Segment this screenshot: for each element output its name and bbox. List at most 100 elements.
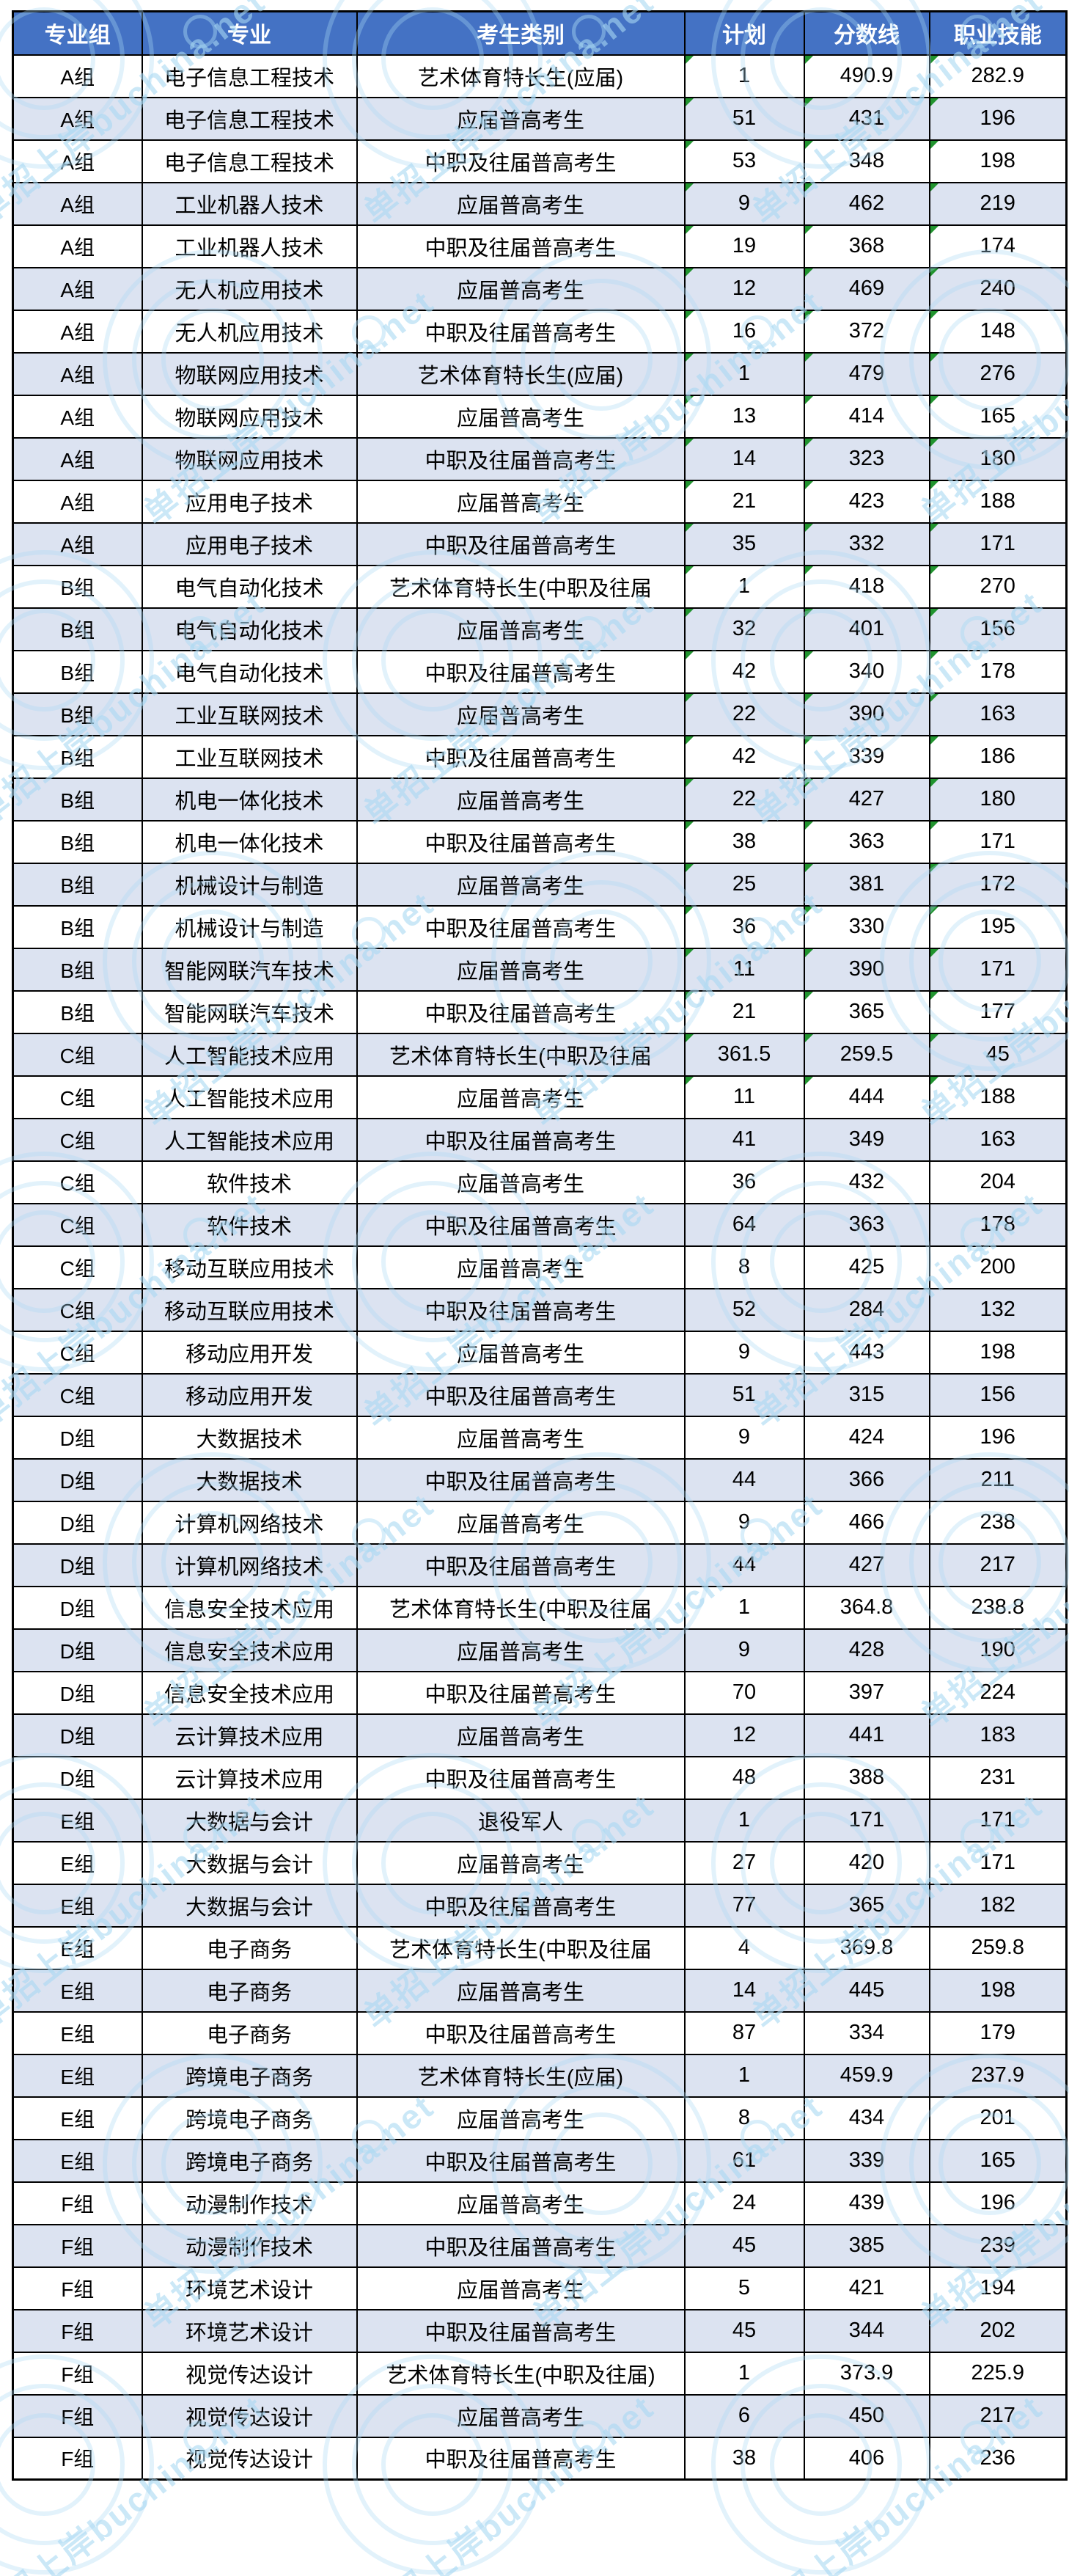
cell-major-group: A组: [12, 479, 143, 524]
cell-candidate-category: 艺术体育特长生(中职及往届: [356, 1032, 686, 1077]
cell-major: 工业机器人技术: [141, 224, 358, 268]
cell-major: 计算机网络技术: [141, 1543, 358, 1587]
cell-major-group: A组: [12, 309, 143, 354]
number-stored-as-text-flag-icon: [686, 354, 694, 362]
cell-score-line: 363: [803, 1202, 930, 1247]
cell-major-group: E组: [12, 2096, 143, 2140]
cell-vocational-skill: 148: [928, 309, 1068, 354]
table-row: E组 跨境电子商务 应届普高考生 8 434 201: [12, 2096, 1068, 2140]
number-stored-as-text-flag-icon: [805, 992, 813, 1000]
cell-candidate-category: 中职及往届普高考生: [356, 734, 686, 779]
cell-candidate-category: 中职及往届普高考生: [356, 1117, 686, 1162]
cell-plan-count: 11: [683, 947, 805, 992]
cell-major: 信息安全技术应用: [141, 1585, 358, 1630]
cell-major-group: D组: [12, 1415, 143, 1460]
cell-major: 移动应用开发: [141, 1330, 358, 1375]
cell-major-group: B组: [12, 649, 143, 694]
cell-candidate-category: 中职及往届普高考生: [356, 1543, 686, 1587]
table-row: E组 跨境电子商务 中职及往届普高考生 61 339 165: [12, 2138, 1068, 2183]
cell-plan-count: 42: [683, 649, 805, 694]
number-stored-as-text-flag-icon: [686, 183, 694, 191]
cell-vocational-skill: 224: [928, 1670, 1068, 1715]
cell-candidate-category: 中职及往届普高考生: [356, 2010, 686, 2055]
cell-candidate-category: 中职及往届普高考生: [356, 1755, 686, 1800]
cell-vocational-skill: 194: [928, 2266, 1068, 2310]
cell-plan-count: 27: [683, 1840, 805, 1885]
cell-vocational-skill: 259.8: [928, 1925, 1068, 1970]
table-row: C组 人工智能技术应用 中职及往届普高考生 41 349 163: [12, 1117, 1068, 1162]
cell-major-group: F组: [12, 2181, 143, 2225]
number-stored-as-text-flag-icon: [686, 1034, 694, 1042]
cell-score-line: 439: [803, 2181, 930, 2225]
cell-score-line: 418: [803, 564, 930, 609]
number-stored-as-text-flag-icon: [930, 907, 938, 915]
cell-candidate-category: 中职及往届普高考生: [356, 1883, 686, 1928]
number-stored-as-text-flag-icon: [686, 56, 694, 64]
cell-score-line: 369.8: [803, 1925, 930, 1970]
cell-score-line: 397: [803, 1670, 930, 1715]
number-stored-as-text-flag-icon: [930, 141, 938, 149]
cell-vocational-skill: 195: [928, 904, 1068, 949]
cell-score-line: 349: [803, 1117, 930, 1162]
number-stored-as-text-flag-icon: [686, 141, 694, 149]
cell-major: 环境艺术设计: [141, 2308, 358, 2353]
cell-plan-count: 1: [683, 1798, 805, 1843]
cell-major: 工业机器人技术: [141, 181, 358, 226]
number-stored-as-text-flag-icon: [686, 1077, 694, 1085]
cell-vocational-skill: 196: [928, 1415, 1068, 1460]
cell-plan-count: 24: [683, 2181, 805, 2225]
table-row: A组 物联网应用技术 艺术体育特长生(应届) 1 479 276: [12, 351, 1068, 396]
cell-vocational-skill: 200: [928, 1245, 1068, 1289]
table-row: F组 环境艺术设计 应届普高考生 5 421 194: [12, 2266, 1068, 2310]
number-stored-as-text-flag-icon: [805, 396, 813, 404]
number-stored-as-text-flag-icon: [930, 566, 938, 574]
cell-plan-count: 13: [683, 394, 805, 439]
cell-major-group: D组: [12, 1500, 143, 1545]
cell-plan-count: 32: [683, 607, 805, 651]
cell-candidate-category: 中职及往届普高考生: [356, 1202, 686, 1247]
cell-vocational-skill: 178: [928, 649, 1068, 694]
cell-score-line: 432: [803, 1160, 930, 1204]
cell-major: 软件技术: [141, 1202, 358, 1247]
number-stored-as-text-flag-icon: [930, 609, 938, 617]
cell-candidate-category: 应届普高考生: [356, 1968, 686, 2013]
cell-major-group: C组: [12, 1245, 143, 1289]
cell-major-group: D组: [12, 1755, 143, 1800]
cell-score-line: 414: [803, 394, 930, 439]
number-stored-as-text-flag-icon: [930, 439, 938, 447]
cell-vocational-skill: 188: [928, 479, 1068, 524]
table-row: C组 软件技术 中职及往届普高考生 64 363 178: [12, 1202, 1068, 1247]
number-stored-as-text-flag-icon: [805, 439, 813, 447]
cell-plan-count: 1: [683, 54, 805, 98]
table-row: D组 云计算技术应用 中职及往届普高考生 48 388 231: [12, 1755, 1068, 1800]
number-stored-as-text-flag-icon: [930, 949, 938, 957]
cell-vocational-skill: 282.9: [928, 54, 1068, 98]
cell-plan-count: 1: [683, 2053, 805, 2098]
cell-plan-count: 1: [683, 2351, 805, 2396]
cell-candidate-category: 应届普高考生: [356, 1713, 686, 1757]
cell-plan-count: 64: [683, 1202, 805, 1247]
cell-plan-count: 12: [683, 1713, 805, 1757]
cell-vocational-skill: 178: [928, 1202, 1068, 1247]
cell-major-group: B组: [12, 947, 143, 992]
cell-major-group: B组: [12, 989, 143, 1034]
number-stored-as-text-flag-icon: [686, 992, 694, 1000]
table-row: C组 移动互联应用技术 中职及往届普高考生 52 284 132: [12, 1287, 1068, 1332]
table-row: E组 大数据与会计 中职及往届普高考生 77 365 182: [12, 1883, 1068, 1928]
cell-score-line: 372: [803, 309, 930, 354]
number-stored-as-text-flag-icon: [686, 268, 694, 277]
cell-candidate-category: 应届普高考生: [356, 692, 686, 736]
cell-score-line: 443: [803, 1330, 930, 1375]
cell-plan-count: 51: [683, 96, 805, 141]
cell-major-group: C组: [12, 1372, 143, 1417]
table-row: D组 计算机网络技术 应届普高考生 9 466 238: [12, 1500, 1068, 1545]
cell-major: 电子信息工程技术: [141, 96, 358, 141]
cell-major: 大数据与会计: [141, 1883, 358, 1928]
table-row: D组 信息安全技术应用 应届普高考生 9 428 190: [12, 1628, 1068, 1672]
col-header-vocational-skill: 职业技能: [928, 10, 1068, 56]
table-row: C组 人工智能技术应用 艺术体育特长生(中职及往届 361.5 259.5 45: [12, 1032, 1068, 1077]
table-row: E组 大数据与会计 退役军人 1 171 171: [12, 1798, 1068, 1843]
cell-score-line: 466: [803, 1500, 930, 1545]
cell-vocational-skill: 163: [928, 692, 1068, 736]
cell-candidate-category: 中职及往届普高考生: [356, 819, 686, 864]
